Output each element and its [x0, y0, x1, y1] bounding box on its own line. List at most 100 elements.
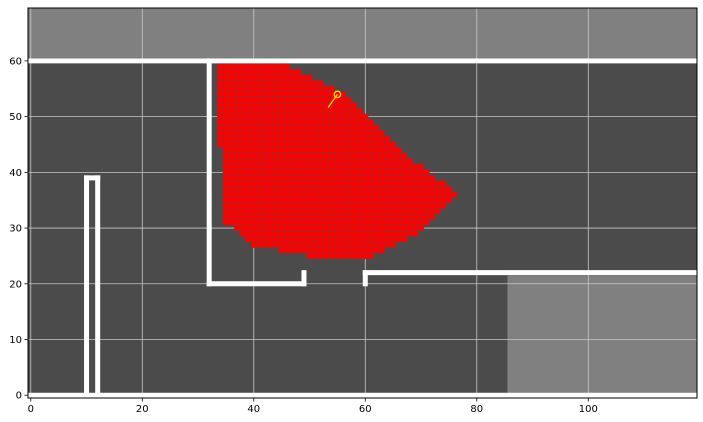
particle-point	[395, 185, 402, 193]
particle-point	[356, 180, 363, 187]
particle-point	[412, 169, 419, 176]
particle-point	[406, 224, 413, 232]
particle-point	[233, 80, 241, 87]
particle-point	[295, 247, 302, 254]
particle-point	[339, 236, 347, 243]
particle-point	[401, 180, 408, 187]
particle-point	[289, 169, 296, 176]
particle-point	[395, 158, 402, 165]
particle-point	[328, 169, 335, 176]
particle-point	[245, 236, 252, 243]
particle-point	[339, 191, 347, 198]
particle-point	[373, 174, 380, 182]
particle-point	[440, 191, 447, 198]
particle-point	[256, 130, 263, 137]
particle-point	[289, 146, 296, 154]
particle-point	[323, 113, 330, 120]
particle-point	[356, 141, 363, 148]
particle-point	[417, 224, 425, 232]
particle-point	[395, 146, 402, 154]
particle-point	[261, 119, 269, 126]
particle-point	[245, 191, 252, 198]
particle-point	[250, 208, 257, 215]
particle-point	[395, 152, 402, 159]
y-tick-label: 10	[9, 335, 22, 346]
particle-point	[373, 146, 380, 154]
particle-point	[272, 208, 280, 215]
particle-point	[351, 163, 358, 170]
particle-point	[373, 197, 380, 204]
particle-point	[378, 135, 386, 143]
particle-point	[245, 63, 252, 70]
particle-point	[256, 191, 263, 198]
particle-point	[239, 102, 246, 109]
particle-point	[233, 208, 241, 215]
y-tick-label: 50	[9, 112, 22, 123]
particle-point	[362, 119, 369, 126]
particle-point	[312, 152, 319, 159]
particle-point	[395, 163, 402, 170]
particle-point	[417, 163, 425, 170]
particle-point	[228, 119, 235, 126]
particle-point	[284, 213, 291, 221]
particle-point	[312, 252, 319, 260]
particle-point	[328, 191, 335, 198]
particle-point	[367, 191, 374, 198]
particle-point	[256, 146, 263, 154]
particle-point	[222, 63, 230, 70]
particle-point	[228, 152, 235, 159]
particle-point	[384, 174, 391, 182]
particle-point	[345, 224, 352, 232]
particle-point	[312, 141, 319, 148]
particle-point	[289, 80, 296, 87]
particle-point	[256, 135, 263, 143]
y-axis: 0 10 20 30 40 50 60	[9, 56, 28, 402]
particle-point	[417, 213, 425, 221]
particle-point	[384, 230, 391, 237]
particle-point	[239, 107, 246, 115]
particle-point	[317, 158, 324, 165]
particles-layer	[217, 63, 458, 260]
particle-point	[284, 107, 291, 115]
particle-point	[233, 219, 241, 226]
particle-point	[256, 180, 263, 187]
particle-point	[256, 141, 263, 148]
particle-point	[306, 236, 313, 243]
particle-point	[334, 185, 341, 193]
particle-point	[261, 152, 269, 159]
particle-point	[362, 252, 369, 260]
particle-point	[378, 185, 386, 193]
particle-point	[378, 130, 386, 137]
particle-point	[312, 91, 319, 98]
particle-point	[306, 85, 313, 92]
particle-point	[295, 224, 302, 232]
particle-point	[429, 202, 436, 209]
particle-point	[250, 135, 257, 143]
particle-point	[312, 80, 319, 87]
particle-point	[295, 113, 302, 120]
particle-point	[339, 202, 347, 209]
particle-point	[289, 119, 296, 126]
x-tick-label: 100	[579, 404, 598, 415]
particle-point	[328, 180, 335, 187]
particle-point	[384, 236, 391, 243]
particle-point	[267, 119, 274, 126]
particle-point	[300, 119, 308, 126]
particle-point	[345, 180, 352, 187]
particle-point	[306, 197, 313, 204]
particle-point	[239, 119, 246, 126]
particle-point	[261, 219, 269, 226]
particle-point	[323, 252, 330, 260]
particle-point	[245, 213, 252, 221]
particle-point	[339, 185, 347, 193]
particle-point	[317, 169, 324, 176]
particle-point	[284, 80, 291, 87]
particle-point	[239, 208, 246, 215]
particle-point	[289, 236, 296, 243]
particle-point	[334, 124, 341, 131]
particle-point	[272, 107, 280, 115]
particle-point	[289, 202, 296, 209]
particle-point	[362, 180, 369, 187]
particle-point	[339, 107, 347, 115]
particle-point	[328, 107, 335, 115]
